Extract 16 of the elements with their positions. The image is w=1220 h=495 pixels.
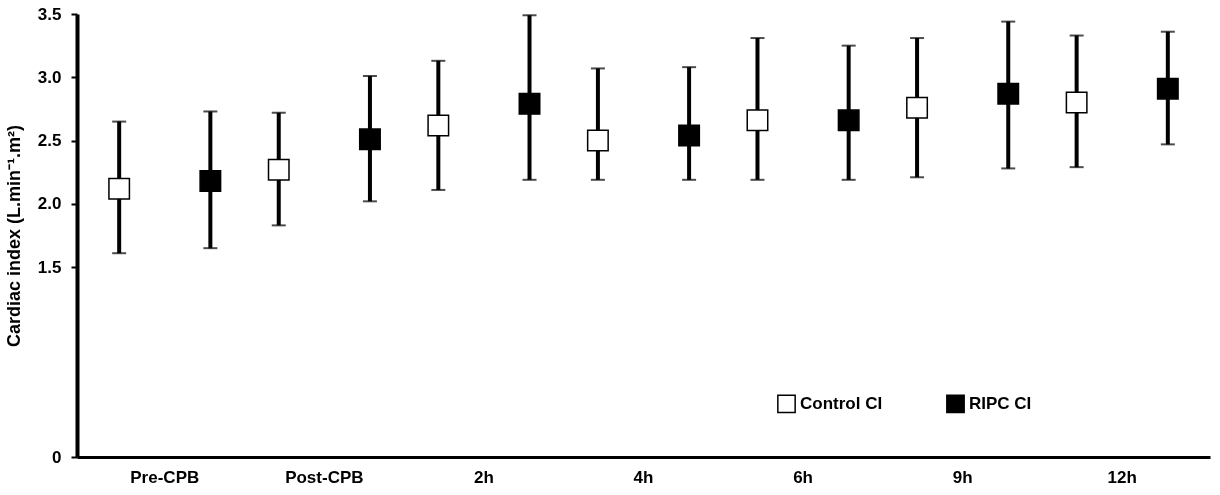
y-tick-label: 2.0 [37, 194, 62, 214]
x-tick-label: Post-CPB [285, 467, 364, 487]
x-tick-label: Pre-CPB [130, 467, 200, 487]
y-tick-label: 3.5 [37, 4, 62, 24]
y-tick-label: 2.5 [37, 131, 62, 151]
x-tick-label: 9h [952, 467, 973, 487]
legend-label: RIPC CI [969, 393, 1032, 413]
x-tick-label: 6h [793, 467, 813, 487]
x-tick-label: 12h [1107, 467, 1137, 487]
legend-label: Control CI [800, 393, 883, 413]
y-axis-title: Cardiac index (L.min⁻¹.m²) [3, 124, 24, 348]
y-tick-label: 0 [52, 447, 62, 467]
y-tick-label: 3.0 [37, 67, 62, 87]
x-tick-label: 4h [633, 467, 654, 487]
x-tick-label: 2h [474, 467, 494, 487]
y-tick-label: 1.5 [37, 257, 62, 277]
